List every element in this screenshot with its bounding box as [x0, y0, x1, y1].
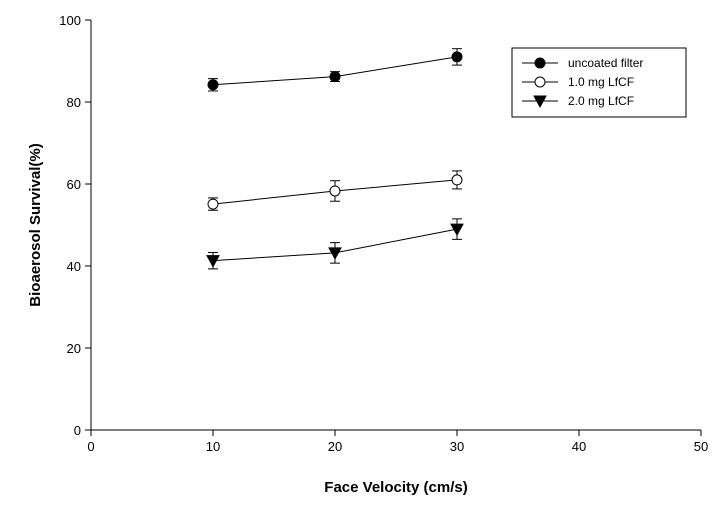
x-tick-label: 50 [694, 439, 708, 454]
data-point-uncoated-filter [329, 71, 341, 83]
data-point-2-0-mg-lfcf [328, 247, 342, 260]
y-tick-label: 20 [67, 341, 81, 356]
legend-marker-uncoated-filter [534, 57, 546, 69]
data-point-1-0-mg-lfcf [207, 198, 219, 210]
x-axis-title: Face Velocity (cm/s) [324, 479, 467, 496]
legend-marker-1-0-mg-lfcf [534, 76, 546, 88]
data-point-uncoated-filter [207, 79, 219, 91]
y-tick-label: 0 [74, 423, 81, 438]
y-tick-label: 100 [59, 13, 81, 28]
legend-label-1-0-mg-lfcf: 1.0 mg LfCF [568, 75, 634, 89]
y-axis-title: Bioaerosol Survival(%) [27, 143, 44, 306]
data-point-uncoated-filter [451, 51, 463, 63]
legend-marker-2-0-mg-lfcf [533, 95, 547, 109]
data-point-1-0-mg-lfcf [451, 174, 463, 186]
x-tick-label: 30 [450, 439, 464, 454]
x-tick-label: 10 [206, 439, 220, 454]
y-tick-label: 60 [67, 177, 81, 192]
x-tick-label: 40 [572, 439, 586, 454]
y-tick-label: 80 [67, 95, 81, 110]
x-tick-label: 20 [328, 439, 342, 454]
data-point-1-0-mg-lfcf [329, 185, 341, 197]
data-point-2-0-mg-lfcf [206, 255, 220, 268]
legend-label-uncoated-filter: uncoated filter [568, 56, 643, 70]
data-point-2-0-mg-lfcf [450, 223, 464, 237]
x-tick-label: 0 [87, 439, 94, 454]
y-tick-label: 40 [67, 259, 81, 274]
legend-label-2-0-mg-lfcf: 2.0 mg LfCF [568, 94, 634, 108]
